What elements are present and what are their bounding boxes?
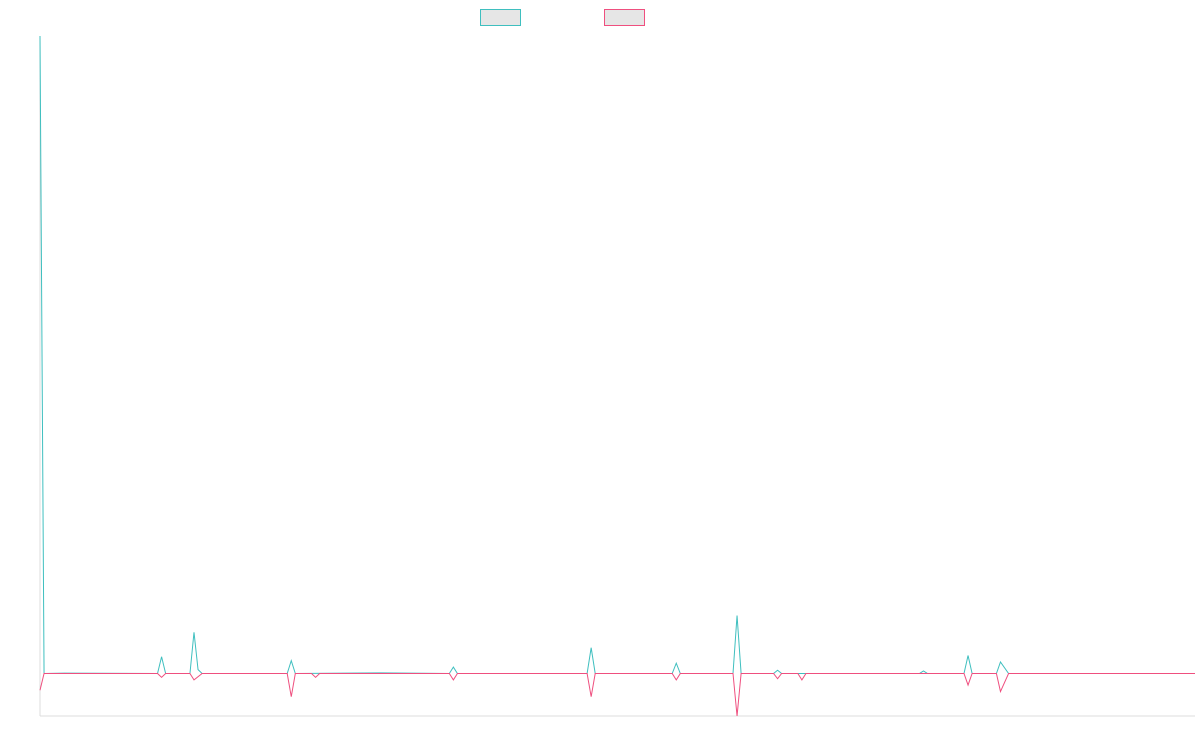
series-line-1 [39,35,1195,675]
legend-swatch-1[interactable] [480,9,521,26]
legend [480,9,645,26]
legend-swatch-2[interactable] [604,9,645,26]
series-line-2 [39,673,1195,717]
series-layer [39,35,1195,717]
